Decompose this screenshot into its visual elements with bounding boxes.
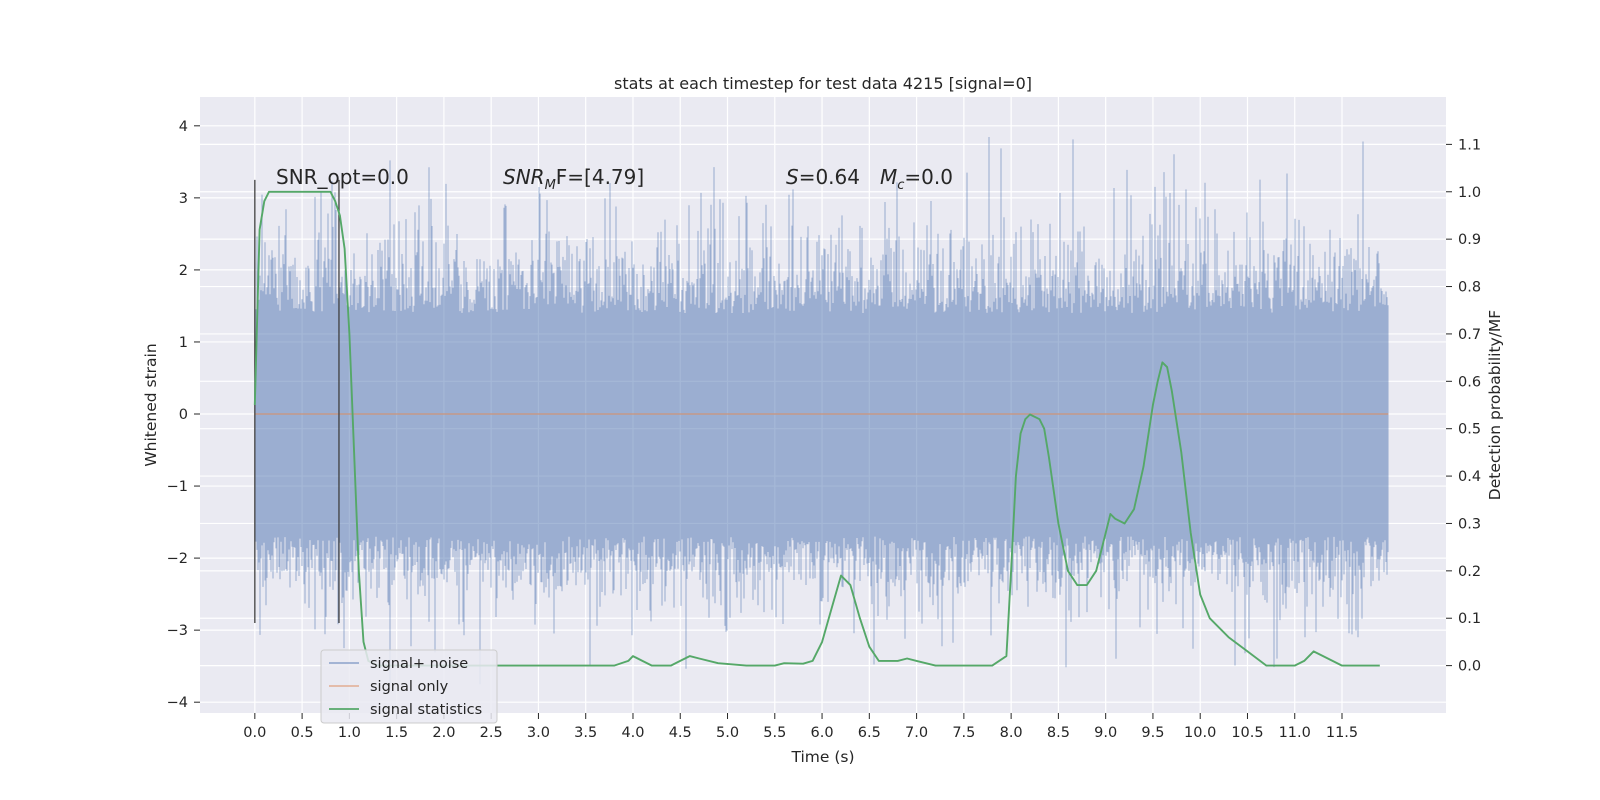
x-tick-label: 0.0: [243, 725, 266, 741]
x-tick-label: 8.0: [1000, 725, 1023, 741]
x-tick-label: 9.0: [1094, 725, 1117, 741]
signal-statistics-series: [253, 190, 1380, 667]
x-tick-label: 2.5: [480, 725, 503, 741]
mc-value: =0.0: [904, 165, 953, 189]
x-tick-label: 1.0: [338, 725, 361, 741]
x-tick-label: 7.5: [952, 725, 975, 741]
y-tick-label: −3: [167, 623, 188, 639]
y2-axis-label: Detection probability/MF: [1486, 310, 1504, 501]
y2-tick-label: 0.7: [1458, 327, 1481, 343]
x-tick-label: 0.5: [291, 725, 314, 741]
y2-tick-label: 0.6: [1458, 374, 1481, 390]
x-tick-label: 10.5: [1231, 725, 1263, 741]
y2-tick-label: 1.1: [1458, 137, 1481, 153]
x-axis-label: Time (s): [790, 748, 854, 766]
y-tick-label: −4: [167, 695, 188, 711]
y-tick-label: 1: [179, 335, 188, 351]
snr-mf-subscript: M: [545, 178, 556, 193]
x-tick-label: 10.0: [1184, 725, 1216, 741]
x-tick-label: 1.5: [385, 725, 408, 741]
y2-tick-label: 0.2: [1458, 564, 1481, 580]
x-tick-label: 11.5: [1326, 725, 1358, 741]
legend-label-signal-noise: signal+ noise: [370, 656, 468, 672]
x-tick-label: 2.0: [432, 725, 455, 741]
chart-title: stats at each timestep for test data 421…: [614, 74, 1032, 93]
s-stat-value: =0.64: [799, 165, 860, 189]
signal-statistics-line: [253, 190, 1380, 667]
x-tick-label: 11.0: [1279, 725, 1311, 741]
x-tick-label: 7.0: [905, 725, 928, 741]
legend-label-signal-only: signal only: [370, 679, 449, 695]
x-axis-ticks: 0.0 0.5 1.0 1.5 2.0 2.5 3.0 3.5 4.0 4.5 5.0 5.5 6.0 6…: [243, 713, 1358, 741]
legend-label-signal-statistics: signal statistics: [370, 702, 482, 718]
x-tick-label: 4.5: [669, 725, 692, 741]
snr-mf-annotation: SNRMF=[4.79]: [503, 165, 644, 193]
y2-tick-label: 0.3: [1458, 516, 1481, 532]
x-tick-label: 5.5: [763, 725, 786, 741]
y2-tick-label: 0.1: [1458, 611, 1481, 627]
mc-subscript: c: [897, 178, 904, 193]
y-tick-label: 2: [179, 263, 188, 279]
x-tick-label: 9.5: [1141, 725, 1164, 741]
legend-box: [320, 649, 498, 724]
x-tick-label: 4.0: [621, 725, 644, 741]
x-tick-label: 3.0: [527, 725, 550, 741]
mc-annotation: Mc=0.0: [880, 165, 953, 193]
snr-mf-value: F=[4.79]: [556, 165, 644, 189]
snr-opt-annotation: SNR_opt=0.0: [276, 165, 409, 189]
right-axis-ticks: 1.1 1.0 0.9 0.8 0.7 0.6 0.5 0.4 0.3 0.2 0.1 0.0: [1446, 137, 1481, 675]
left-axis-ticks: 4 3 2 1 0 −1 −2 −3 −4: [167, 119, 200, 711]
y2-tick-label: 0.5: [1458, 422, 1481, 438]
x-tick-label: 6.0: [811, 725, 834, 741]
x-tick-label: 6.5: [858, 725, 881, 741]
y-tick-label: 4: [179, 119, 188, 135]
s-stat-annotation: S=0.64: [786, 165, 860, 189]
y-tick-label: 3: [179, 191, 188, 207]
y-tick-label: −1: [167, 479, 188, 495]
annotations: SNR_opt=0.0 SNRMF=[4.79] S=0.64 Mc=0.0: [276, 165, 953, 193]
y2-tick-label: 0.4: [1458, 469, 1481, 485]
y2-tick-label: 0.9: [1458, 232, 1481, 248]
y-tick-label: −2: [167, 551, 188, 567]
snr-mf-symbol: SNR: [503, 165, 545, 189]
x-tick-label: 3.5: [574, 725, 597, 741]
y-tick-label: 0: [179, 407, 188, 423]
y2-tick-label: 1.0: [1458, 185, 1481, 201]
y-axis-label: Whitened strain: [142, 343, 160, 466]
x-tick-label: 8.5: [1047, 725, 1070, 741]
y2-tick-label: 0.8: [1458, 280, 1481, 296]
y2-tick-label: 0.0: [1458, 659, 1481, 675]
x-tick-label: 5.0: [716, 725, 739, 741]
mc-symbol: M: [880, 165, 897, 189]
s-stat-symbol: S: [786, 165, 799, 189]
legend: signal+ noise signal only signal statist…: [320, 649, 498, 724]
